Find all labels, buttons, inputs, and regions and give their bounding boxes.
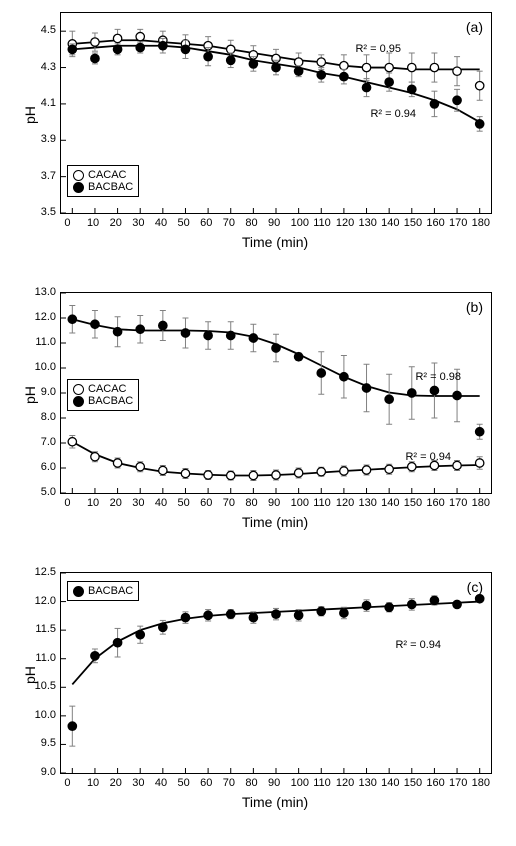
legend-marker-cacac-icon — [73, 170, 84, 181]
panel-tag-c: (c) — [467, 579, 483, 595]
r2-a-1: R² = 0.95 — [355, 43, 401, 55]
plot-a: (a) R² = 0.95 R² = 0.94 CACAC BACBAC 010… — [60, 12, 492, 214]
xlabel-a: Time (min) — [60, 234, 490, 250]
legend-label-bacbac: BACBAC — [88, 181, 133, 193]
r2-c: R² = 0.94 — [395, 639, 441, 651]
panel-a: (a) R² = 0.95 R² = 0.94 CACAC BACBAC 010… — [12, 6, 504, 268]
ylabel-c: pH — [22, 666, 38, 684]
legend-b: CACAC BACBAC — [67, 379, 139, 411]
plot-c: (c) R² = 0.94 BACBAC 0102030405060708090… — [60, 572, 492, 774]
legend-c: BACBAC — [67, 581, 139, 601]
legend-label-cacac: CACAC — [88, 383, 127, 395]
plot-b: (b) R² = 0.98 R² = 0.94 CACAC BACBAC 010… — [60, 292, 492, 494]
panel-b: (b) R² = 0.98 R² = 0.94 CACAC BACBAC 010… — [12, 286, 504, 548]
legend-marker-bacbac-icon — [73, 586, 84, 597]
legend-marker-bacbac-icon — [73, 182, 84, 193]
chart-c-svg — [61, 573, 491, 773]
legend-label-cacac: CACAC — [88, 169, 127, 181]
ylabel-b: pH — [22, 386, 38, 404]
panel-c: (c) R² = 0.94 BACBAC 0102030405060708090… — [12, 566, 504, 828]
ylabel-a: pH — [22, 106, 38, 124]
r2-b-1: R² = 0.98 — [415, 371, 461, 383]
r2-a-2: R² = 0.94 — [370, 108, 416, 120]
xlabel-b: Time (min) — [60, 514, 490, 530]
legend-marker-cacac-icon — [73, 384, 84, 395]
legend-marker-bacbac-icon — [73, 396, 84, 407]
xlabel-c: Time (min) — [60, 794, 490, 810]
legend-label-bacbac: BACBAC — [88, 395, 133, 407]
panel-tag-b: (b) — [466, 299, 483, 315]
r2-b-2: R² = 0.94 — [405, 451, 451, 463]
legend-a: CACAC BACBAC — [67, 165, 139, 197]
panel-tag-a: (a) — [466, 19, 483, 35]
legend-label-bacbac: BACBAC — [88, 585, 133, 597]
